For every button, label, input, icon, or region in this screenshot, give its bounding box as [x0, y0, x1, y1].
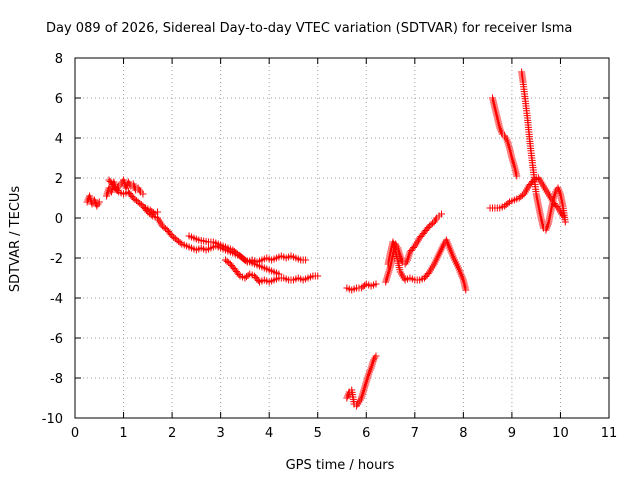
y-tick-label: -10	[42, 412, 63, 427]
x-tick-label: 6	[362, 426, 370, 441]
data-point-marker	[149, 209, 157, 217]
data-point-marker	[504, 199, 512, 207]
data-point-marker	[113, 187, 121, 194]
y-tick-label: 0	[55, 212, 63, 227]
chart-title: Day 089 of 2026, Sidereal Day-to-day VTE…	[46, 21, 572, 36]
data-point-marker	[372, 352, 380, 360]
data-point-marker	[235, 271, 243, 278]
data-point-marker	[462, 286, 470, 294]
x-tick-label: 4	[265, 426, 273, 441]
x-tick-label: 2	[168, 426, 176, 441]
data-point-marker	[314, 272, 322, 280]
axis-ticks	[74, 57, 610, 419]
data-point-marker	[176, 239, 184, 247]
y-tick-label: 2	[55, 172, 63, 187]
plot-frame	[74, 57, 610, 419]
y-tick-label: 6	[55, 92, 63, 107]
data-point-marker	[154, 208, 162, 216]
x-tick-label: 11	[601, 426, 618, 441]
data-point-marker	[513, 172, 521, 180]
grid	[75, 58, 609, 418]
x-tick-label: 7	[411, 426, 419, 441]
y-tick-label: 8	[55, 52, 63, 67]
data-point-marker	[302, 256, 310, 264]
y-tick-label: -8	[50, 372, 63, 387]
x-tick-label: 3	[216, 426, 224, 441]
x-tick-label: 1	[119, 426, 127, 441]
y-axis-label: SDTVAR / TECUs	[8, 186, 23, 293]
data-markers	[83, 68, 569, 410]
y-tick-label: -6	[50, 332, 63, 347]
x-tick-label: 5	[314, 426, 322, 441]
data-point-marker	[561, 218, 569, 226]
y-tick-labels: -10 -8 -6 -4 -2 0 2 4 6 8	[42, 52, 63, 427]
data-point-marker	[95, 198, 103, 206]
x-axis-label: GPS time / hours	[286, 458, 395, 473]
y-tick-label: -2	[50, 252, 63, 267]
x-tick-label: 8	[459, 426, 467, 441]
data-point-marker	[559, 212, 567, 220]
y-tick-label: -4	[50, 292, 63, 307]
data-point-marker	[139, 190, 147, 198]
x-tick-labels: 0 1 2 3 4 5 6 7 8 9 10 11	[71, 426, 617, 441]
x-tick-label: 9	[508, 426, 516, 441]
data-point-marker	[372, 280, 380, 288]
y-tick-label: 4	[55, 132, 63, 147]
x-tick-label: 10	[552, 426, 569, 441]
data-point-marker	[438, 210, 446, 218]
x-tick-label: 0	[71, 426, 79, 441]
